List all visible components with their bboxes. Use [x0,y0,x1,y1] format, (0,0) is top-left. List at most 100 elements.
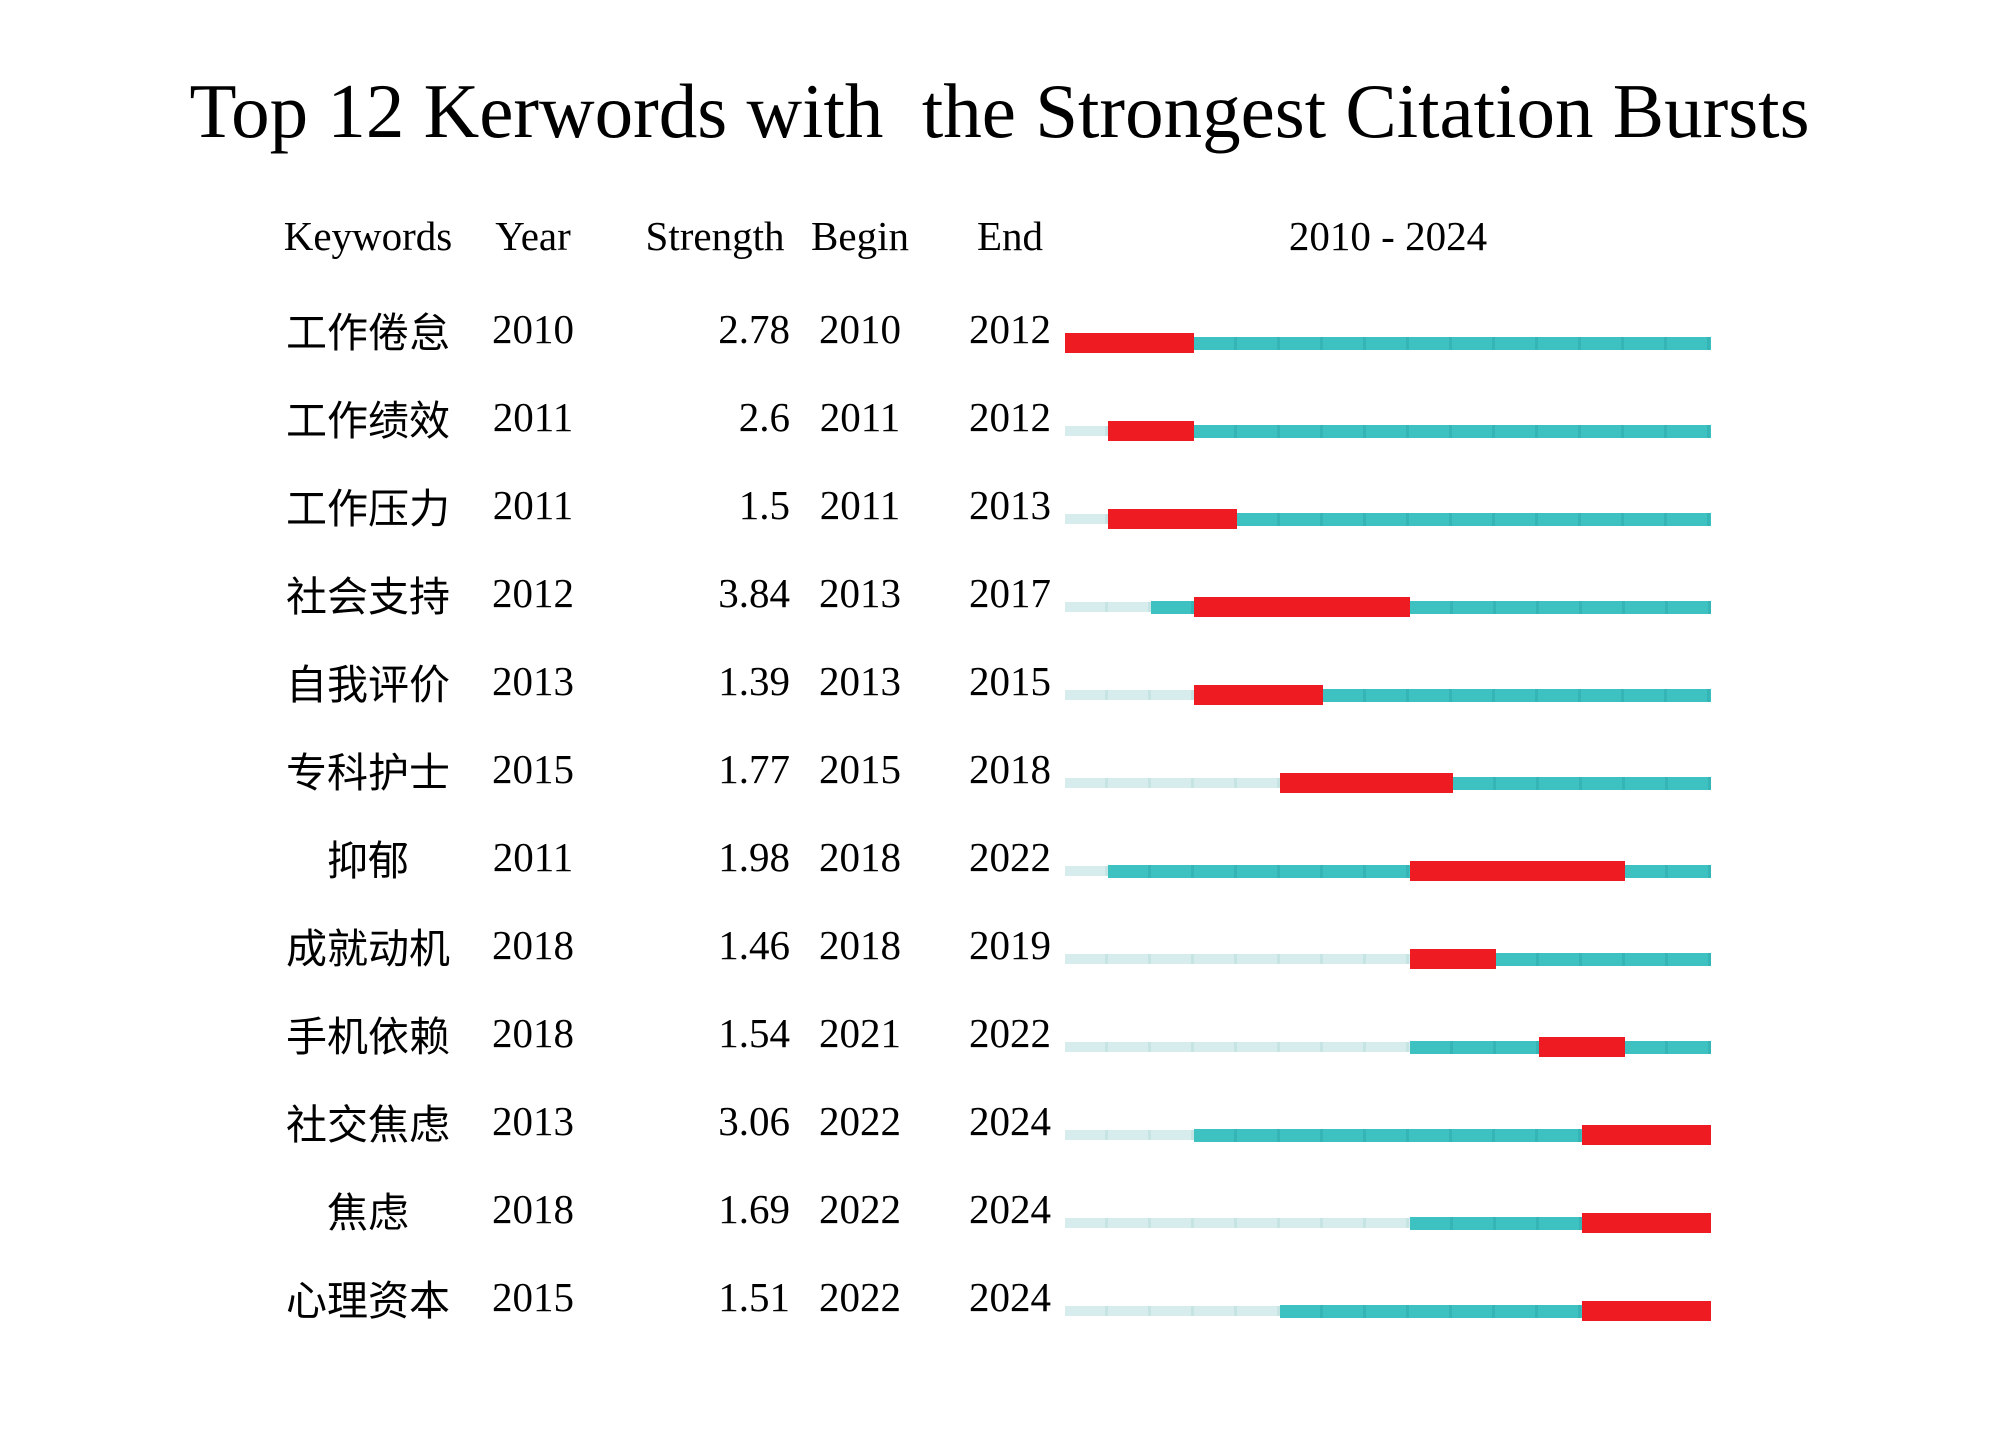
strength-value: 1.77 [718,746,790,793]
year-value: 2011 [492,482,574,529]
post-burst-segment [1496,952,1711,966]
end-value: 2015 [969,658,1051,705]
strength-value: 2.6 [738,394,790,441]
keyword-label: 专科护士 [286,750,450,797]
end-value: 2024 [969,1098,1051,1145]
begin-value: 2011 [819,482,901,529]
table-row: 工作压力 2011 1.5 2011 2013 [0,461,1999,549]
year-value: 2013 [492,1098,574,1145]
pre-appearance-segment [1065,1218,1410,1229]
burst-timeline-bar [1065,675,1711,715]
table-row: 心理资本 2015 1.51 2022 2024 [0,1253,1999,1341]
year-value: 2018 [492,1186,574,1233]
pre-burst-segment [1410,1216,1582,1230]
year-value: 2012 [492,570,574,617]
burst-timeline-bar [1065,1115,1711,1155]
pre-burst-segment [1194,1128,1582,1142]
pre-appearance-segment [1065,1306,1280,1317]
keyword-label: 心理资本 [286,1278,450,1325]
header-keywords: Keywords [283,213,453,260]
header-year-range: 2010 - 2024 [1288,213,1488,260]
post-burst-segment [1194,424,1711,438]
year-value: 2010 [492,306,574,353]
keyword-label: 焦虑 [327,1190,409,1237]
begin-value: 2013 [819,570,901,617]
begin-value: 2011 [819,394,901,441]
header-begin: Begin [811,213,909,260]
pre-appearance-segment [1065,954,1410,965]
pre-appearance-segment [1065,866,1108,877]
burst-segment [1410,861,1625,882]
end-value: 2022 [969,834,1051,881]
burst-timeline-bar [1065,763,1711,803]
end-value: 2024 [969,1274,1051,1321]
end-value: 2012 [969,394,1051,441]
keyword-label: 手机依赖 [286,1014,450,1061]
pre-appearance-segment [1065,1042,1410,1053]
header-strength: Strength [645,213,785,260]
burst-segment [1108,421,1194,442]
begin-value: 2021 [819,1010,901,1057]
year-value: 2011 [492,834,574,881]
pre-appearance-segment [1065,426,1108,437]
burst-timeline-bar [1065,1027,1711,1067]
post-burst-segment [1625,864,1711,878]
strength-value: 1.46 [718,922,790,969]
table-row: 专科护士 2015 1.77 2015 2018 [0,725,1999,813]
strength-value: 1.39 [718,658,790,705]
table-row: 成就动机 2018 1.46 2018 2019 [0,901,1999,989]
burst-timeline-bar [1065,411,1711,451]
begin-value: 2022 [819,1098,901,1145]
chart-title: Top 12 Kerwords with the Strongest Citat… [189,68,1810,154]
begin-value: 2018 [819,834,901,881]
burst-segment [1065,333,1194,354]
begin-value: 2022 [819,1186,901,1233]
post-burst-segment [1625,1040,1711,1054]
column-header-row: Keywords Year Strength Begin End 2010 - … [0,211,1999,261]
burst-segment [1280,773,1453,794]
pre-burst-segment [1410,1040,1539,1054]
keyword-label: 工作倦怠 [286,310,450,357]
end-value: 2013 [969,482,1051,529]
burst-segment [1410,949,1496,970]
burst-rows: 工作倦怠 2010 2.78 2010 2012 工作绩效 2011 2.6 2… [0,285,1999,1341]
strength-value: 3.06 [718,1098,790,1145]
strength-value: 2.78 [718,306,790,353]
post-burst-segment [1323,688,1711,702]
end-value: 2012 [969,306,1051,353]
strength-value: 1.69 [718,1186,790,1233]
keyword-label: 成就动机 [286,926,450,973]
table-row: 自我评价 2013 1.39 2013 2015 [0,637,1999,725]
year-value: 2013 [492,658,574,705]
post-burst-segment [1194,336,1711,350]
burst-timeline-bar [1065,851,1711,891]
post-burst-segment [1453,776,1711,790]
burst-timeline-bar [1065,499,1711,539]
burst-segment [1582,1213,1711,1234]
pre-burst-segment [1108,864,1410,878]
pre-appearance-segment [1065,1130,1194,1141]
end-value: 2017 [969,570,1051,617]
pre-appearance-segment [1065,690,1194,701]
pre-appearance-segment [1065,514,1108,525]
pre-burst-segment [1151,600,1194,614]
strength-value: 1.5 [738,482,790,529]
header-year: Year [495,213,571,260]
table-row: 焦虑 2018 1.69 2022 2024 [0,1165,1999,1253]
strength-value: 1.51 [718,1274,790,1321]
keyword-label: 工作压力 [286,486,450,533]
burst-segment [1539,1037,1625,1058]
table-row: 抑郁 2011 1.98 2018 2022 [0,813,1999,901]
begin-value: 2022 [819,1274,901,1321]
table-row: 社交焦虑 2013 3.06 2022 2024 [0,1077,1999,1165]
table-row: 工作绩效 2011 2.6 2011 2012 [0,373,1999,461]
table-row: 手机依赖 2018 1.54 2021 2022 [0,989,1999,1077]
burst-segment [1194,597,1410,618]
strength-value: 1.98 [718,834,790,881]
burst-segment [1194,685,1323,706]
burst-segment [1582,1301,1711,1322]
burst-timeline-bar [1065,1203,1711,1243]
pre-appearance-segment [1065,602,1151,613]
post-burst-segment [1410,600,1711,614]
